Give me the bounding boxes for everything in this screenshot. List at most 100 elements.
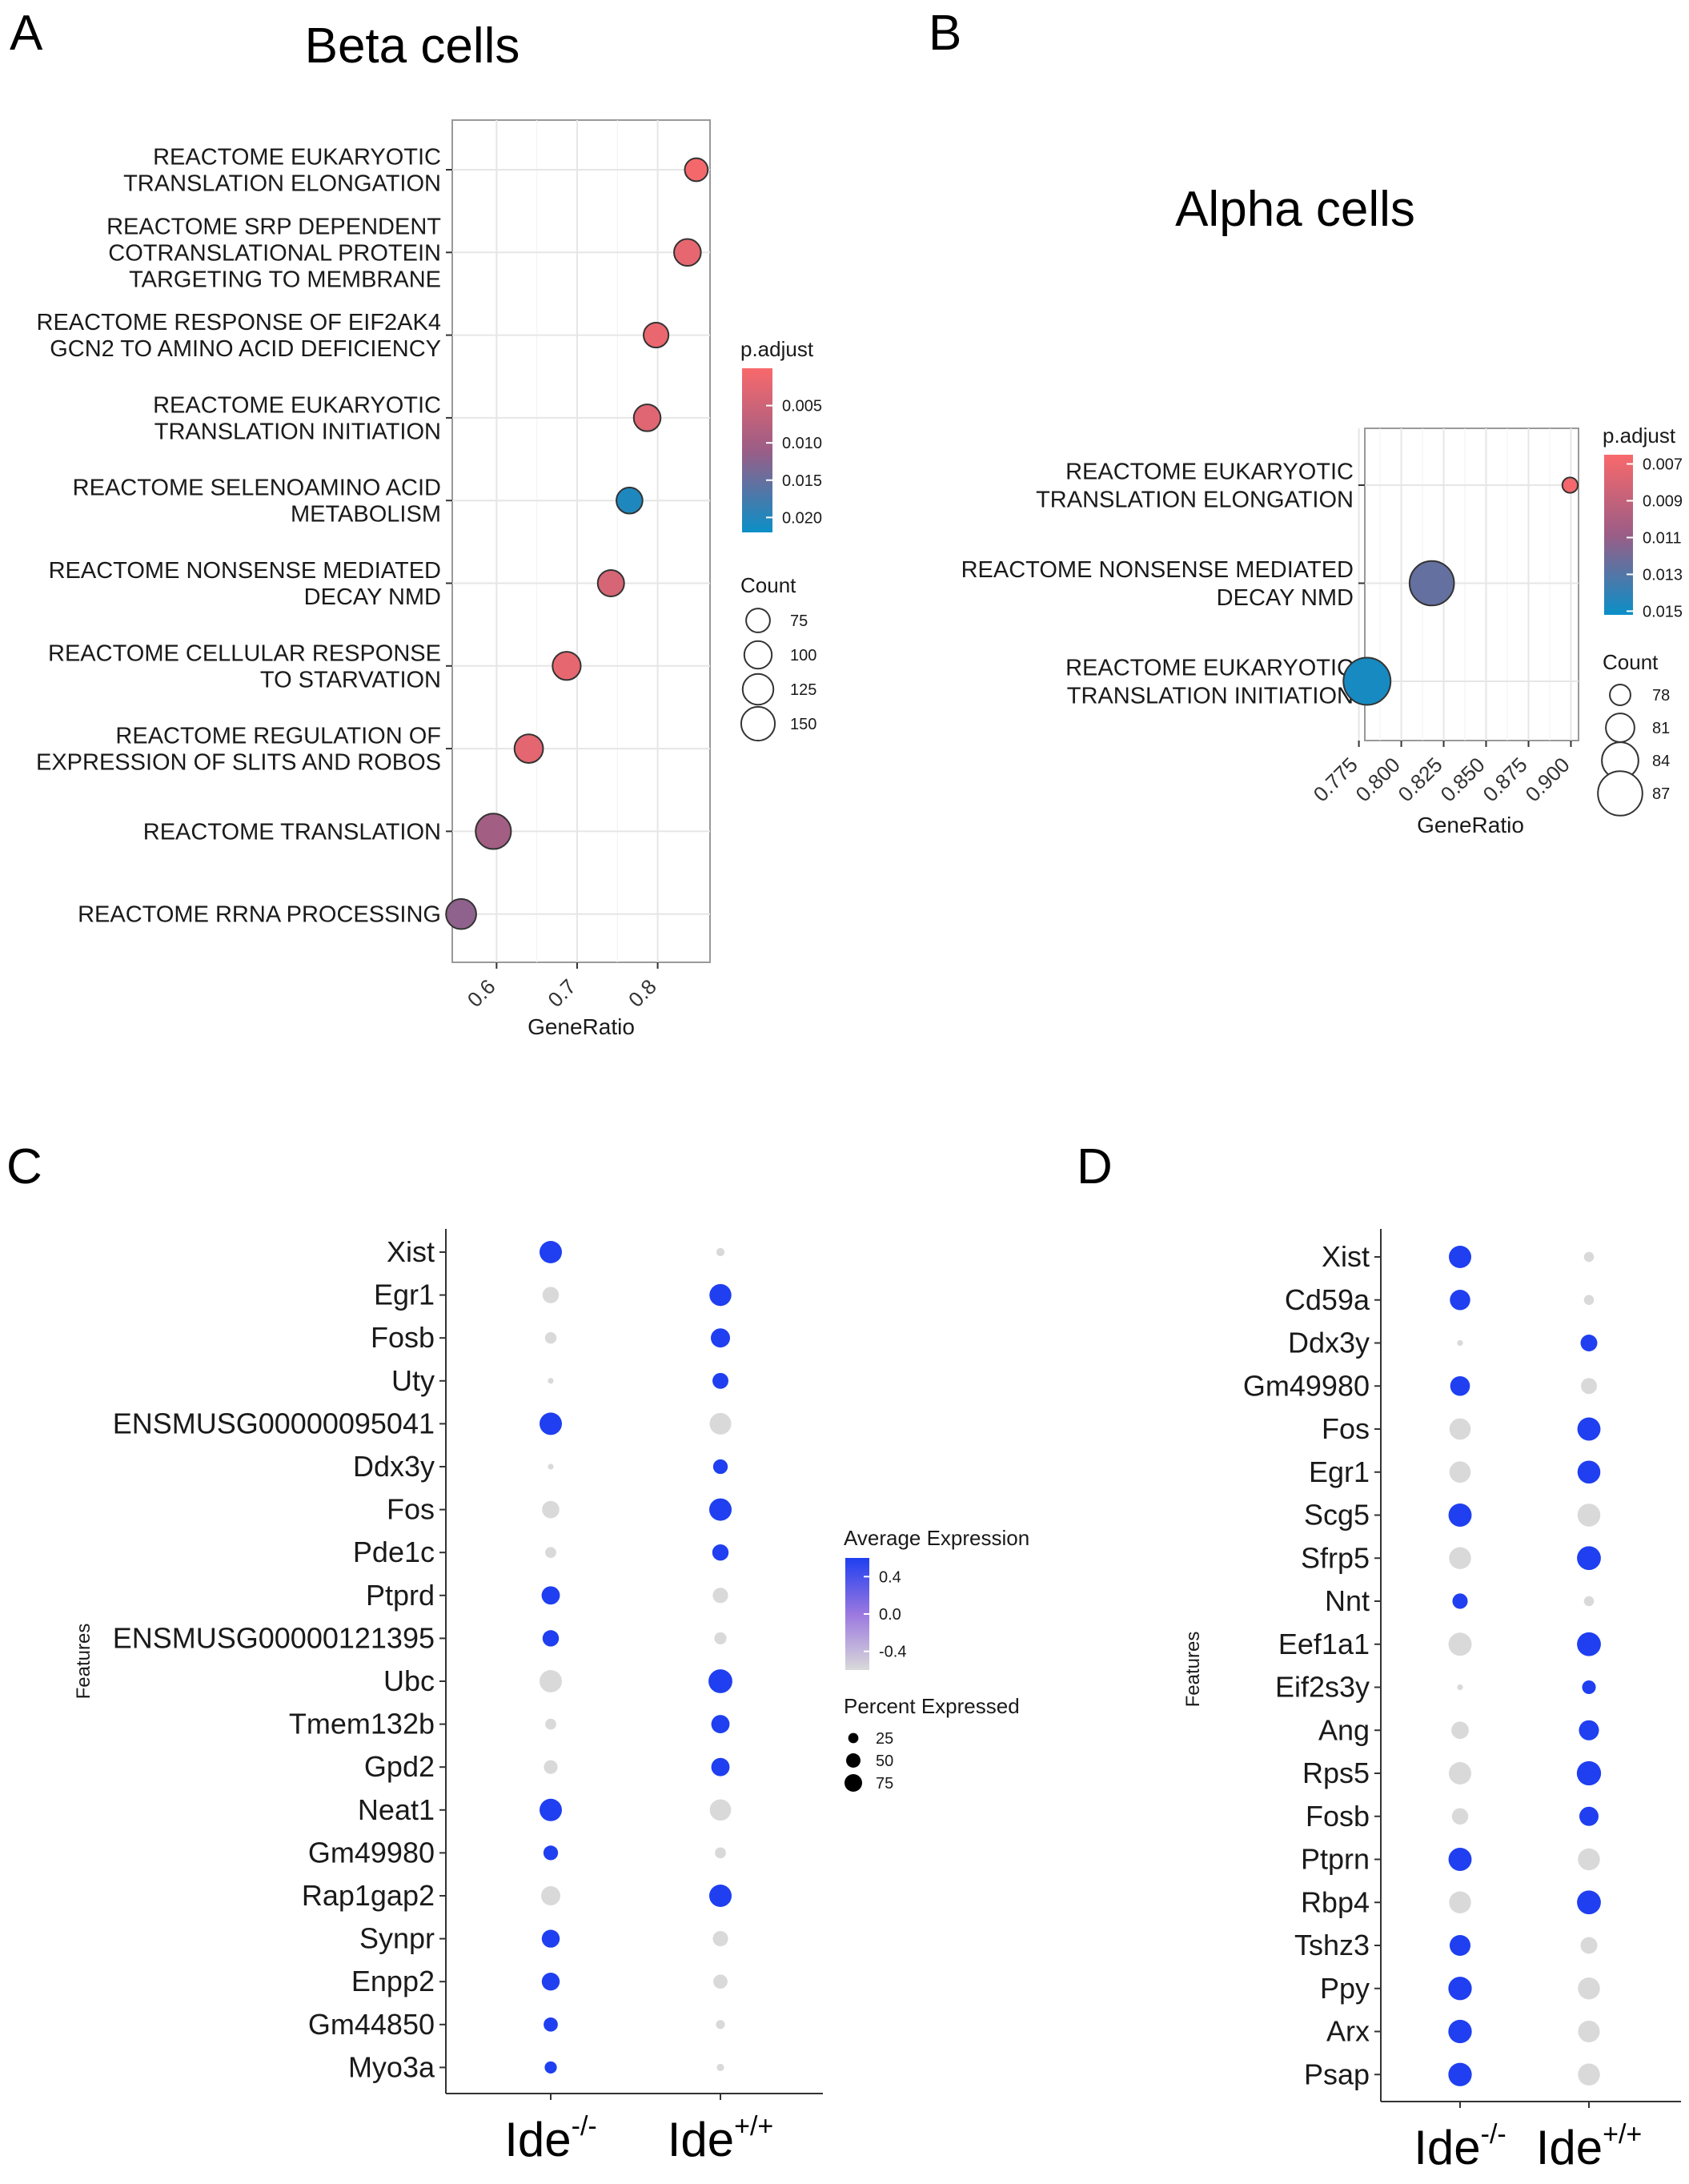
term-label: REACTOME EUKARYOTIC [1065,460,1354,485]
feature-label: Synpr [359,1922,435,1955]
panel-c-size-legend-title: Percent Expressed [844,1694,1020,1718]
x-tick-label: 0.900 [1520,753,1574,806]
panel-d-group-labels: Ide-/- Ide+/+ [1414,2102,1642,2174]
term-label: COTRANSLATIONAL PROTEIN [108,240,441,266]
feature-label: Fos [1322,1412,1370,1445]
feature-label: Gm49980 [1243,1369,1370,1402]
term-label: REACTOME EUKARYOTIC [153,145,441,171]
panel-b-x-axis-title: GeneRatio [1417,813,1524,837]
size-legend-label: 78 [1652,687,1670,705]
feature-label: Ptprn [1301,1843,1370,1876]
expression-dot [714,1632,727,1644]
feature-label: Xist [1322,1240,1370,1273]
panel-b-term-labels: REACTOME EUKARYOTIC TRANSLATION ELONGATIO… [961,460,1365,709]
panel-c-size-legend: 25 50 75 [844,1730,893,1793]
expression-dot [1581,1378,1597,1395]
expression-dot [1577,1460,1601,1484]
panel-d-y-axis-title: Features [1182,1632,1204,1708]
colorbar-tick-label: 0.010 [782,435,822,452]
expression-dot [540,1798,562,1821]
expression-dot [541,1586,560,1605]
size-legend-label: 84 [1652,753,1670,770]
expression-dot [1449,1547,1471,1569]
group-label: Ide-/- [1414,2119,1506,2174]
feature-label: Enpp2 [351,1965,435,1997]
expression-dot [712,1372,728,1389]
term-dot [596,569,625,597]
colorbar-tick-label: 0.011 [1643,529,1682,547]
expression-dot [709,1799,732,1821]
size-legend-dot [844,1774,862,1792]
feature-label: Rbp4 [1301,1885,1370,1918]
panel-b-size-legend-title: Count [1603,650,1659,674]
term-dot [513,733,544,764]
x-tick-label: 0.8 [624,974,661,1012]
expression-dot [1451,1721,1469,1740]
feature-label: Scg5 [1304,1499,1370,1532]
group-label: Ide+/+ [1536,2119,1643,2174]
expression-dot [709,1885,732,1907]
expression-dot [540,1412,562,1435]
group-label-superscript: -/- [1481,2119,1506,2150]
panel-c-dots [540,1241,732,2074]
panel-a-size-legend-title: Count [740,573,796,597]
expression-dot [544,1760,558,1774]
term-label: GCN2 TO AMINO ACID DEFICIENCY [50,336,441,362]
colorbar-tick-label: 0.015 [1643,603,1683,620]
size-legend-dot [848,1732,859,1744]
expression-dot [1577,1504,1601,1527]
feature-label: Ppy [1320,1972,1370,2005]
expression-dot [709,1283,732,1307]
expression-dot [542,1630,560,1647]
term-dot [1561,476,1579,494]
panel-c-y-axis-title: Features [73,1624,94,1700]
expression-dot [1448,2019,1472,2044]
expression-dot [713,1974,728,1989]
expression-dot [1578,1848,1600,1871]
x-tick-label: 0.825 [1394,753,1447,806]
term-dot [684,157,709,183]
colorbar-tick-label: 0.015 [782,472,822,490]
term-dot [1342,656,1392,706]
expression-dot [1579,1720,1599,1740]
panel-a-legend: p.adjust 0.005 0.010 0.015 0.020 Count 75 10… [740,337,822,742]
term-label: REACTOME EUKARYOTIC [1065,656,1354,681]
colorbar-tick-label: 0.009 [1643,492,1683,510]
feature-label: Gm49980 [308,1836,435,1869]
expression-dot [1448,1504,1472,1527]
term-label: REACTOME RRNA PROCESSING [78,902,441,928]
feature-label: Tshz3 [1294,1929,1370,1961]
feature-label: Tmem132b [289,1708,435,1740]
size-legend-label: 75 [790,612,808,630]
panel-d-dots [1448,1246,1602,2086]
term-dot [445,897,477,930]
panel-b-size-legend: 78 81 84 87 [1597,684,1670,817]
term-label: REACTOME NONSENSE MEDIATED [961,557,1354,583]
expression-dot [1580,1937,1598,1954]
panel-b-colorbar-ticks: 0.007 0.009 0.011 0.013 0.015 [1627,456,1683,620]
expression-dot [543,1845,559,1861]
group-label: Ide-/- [504,2111,597,2166]
size-legend-label: 87 [1652,785,1670,803]
expression-dot [1450,1375,1470,1396]
expression-dot [712,1544,729,1561]
size-legend-label: 100 [790,647,816,664]
feature-label: Rap1gap2 [302,1879,435,1912]
expression-dot [1449,1418,1471,1440]
feature-label: ENSMUSG00000095041 [113,1407,435,1439]
x-tick-label: 0.7 [543,974,580,1012]
size-legend-label: 25 [876,1730,893,1748]
panel-label-a: A [10,6,43,61]
expression-dot [544,2061,557,2074]
feature-label: Psap [1304,2058,1370,2090]
expression-dot [716,2063,724,2071]
expression-dot [712,1459,728,1475]
feature-label: Ang [1318,1713,1370,1746]
size-legend-dot [745,608,771,633]
panel-c-group-labels: Ide-/- Ide+/+ [504,2094,773,2166]
term-label: REACTOME CELLULAR RESPONSE [48,640,441,666]
expression-dot [540,1241,562,1263]
feature-label: Myo3a [348,2050,435,2083]
term-label: DECAY NMD [304,584,441,610]
